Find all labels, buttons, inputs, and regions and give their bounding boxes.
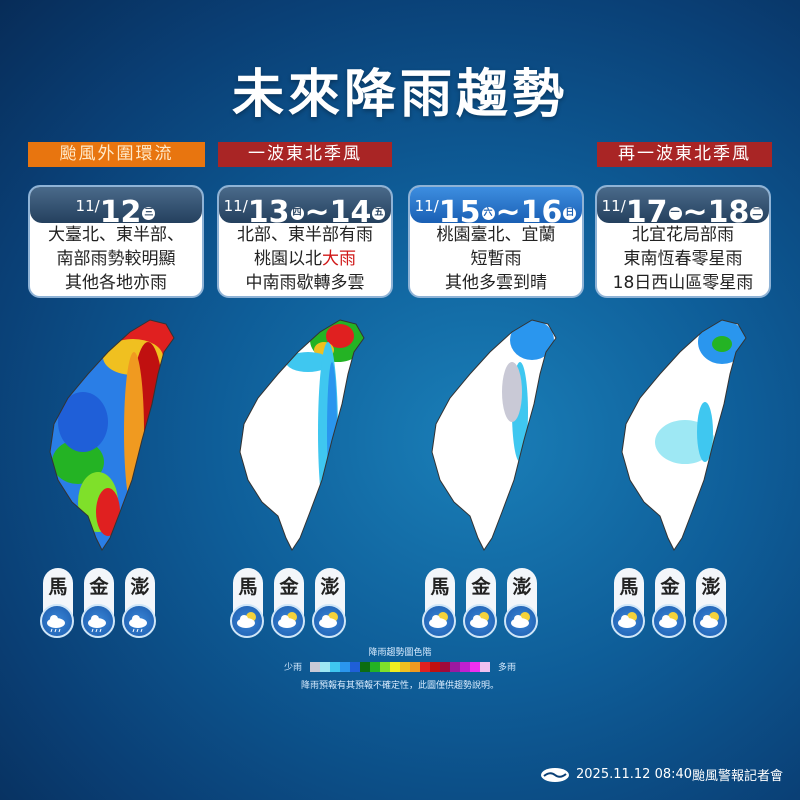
island-forecast: 馬 [422,568,456,640]
color-swatch [480,661,490,672]
forecast-line: 中南雨歇轉多雲 [245,273,365,293]
tag-another-northeast-monsoon: 再一波東北季風 [597,142,772,167]
partly-sunny-icon [504,604,538,638]
island-forecast: 金 [463,568,497,640]
legend-low-label: 少雨 [283,663,302,673]
color-swatch [420,661,430,672]
partly-sunny-icon [230,604,264,638]
color-swatch [460,661,470,672]
forecast-line: 18日西山區零星雨 [612,273,754,293]
footer-datetime: 2025.11.12 08:40 [576,767,693,782]
forecast-line: 北部、東半部有雨 [237,225,373,245]
legend-high-label: 多雨 [498,663,517,673]
page-title: 未來降雨趨勢 [231,65,568,125]
island-forecast: 金 [652,568,686,640]
forecast-line: 其他各地亦雨 [65,273,167,293]
partly-sunny-icon [422,604,456,638]
period-card-4: 11/17 一 ~18 二 北宜花局部雨 東南恆春零星雨 18日西山區零星雨 [595,185,771,298]
island-forecast: 金 [271,568,305,640]
partly-sunny-icon [652,604,686,638]
forecast-line: 桃園臺北、宜蘭 [436,225,556,245]
legend-scale: 少雨 多雨 [0,660,800,673]
tag-typhoon-circulation: 颱風外圍環流 [28,142,205,167]
color-swatch [360,661,370,672]
footer-event: 颱風警報記者會 [692,769,784,784]
color-swatch [390,661,400,672]
rainfall-map-1112 [49,319,175,551]
cloud-rain-icon [81,604,115,638]
rainfall-map-1117-1118 [621,319,747,551]
disclaimer-note: 降雨預報有其預報不確定性，此圖僅供趨勢說明。 [300,681,499,691]
color-swatch [320,661,330,672]
cwa-logo-icon [541,767,569,782]
island-forecast: 馬 [230,568,264,640]
partly-sunny-icon [312,604,346,638]
partly-sunny-icon [271,604,305,638]
island-forecast: 澎 [693,568,727,640]
island-forecast: 澎 [504,568,538,640]
island-forecast: 馬 [40,568,74,640]
tag-northeast-monsoon: 一波東北季風 [218,142,392,167]
forecast-line: 東南恆春零星雨 [623,249,743,269]
partly-sunny-icon [693,604,727,638]
color-swatch [340,661,350,672]
period-card-2: 11/13 四 ~14 五 北部、東半部有雨 桃園以北大雨 中南雨歇轉多雲 [217,185,393,298]
footer: 2025.11.12 08:40 颱風警報記者會 [540,765,783,784]
legend-title: 降雨趨勢圖色階 [368,648,432,658]
period-date: 11/17 一 ~18 二 [597,187,769,230]
partly-sunny-icon [611,604,645,638]
partly-sunny-icon [463,604,497,638]
color-swatch [330,661,340,672]
color-swatch [380,661,390,672]
period-card-3: 11/15 六 ~16 日 桃園臺北、宜蘭 短暫雨 其他多雲到晴 [408,185,584,298]
period-card-1: 11/12 三 大臺北、東半部、 南部雨勢較明顯 其他各地亦雨 [28,185,204,298]
color-swatch [310,661,320,672]
island-forecast: 澎 [312,568,346,640]
forecast-line: 桃園以北大雨 [254,249,356,269]
color-swatch [430,661,440,672]
island-forecast: 馬 [611,568,645,640]
color-swatch [370,661,380,672]
forecast-line: 大臺北、東半部、 [48,225,184,245]
period-date: 11/15 六 ~16 日 [410,187,582,230]
rainfall-map-1113-1114 [239,319,365,551]
forecast-line: 南部雨勢較明顯 [56,249,176,269]
cloud-rain-icon [40,604,74,638]
color-swatch [450,661,460,672]
period-date: 11/12 三 [30,187,202,230]
period-date: 11/13 四 ~14 五 [219,187,391,230]
color-swatch [470,661,480,672]
color-swatch [400,661,410,672]
forecast-line: 北宜花局部雨 [632,225,734,245]
rainfall-map-1115-1116 [431,319,557,551]
forecast-line: 其他多雲到晴 [445,273,547,293]
heavy-rain-highlight: 大雨 [322,249,356,269]
island-forecast: 金 [81,568,115,640]
color-swatch [440,661,450,672]
forecast-line: 短暫雨 [470,249,522,269]
cloud-rain-icon [122,604,156,638]
color-swatch [410,661,420,672]
color-swatch [350,661,360,672]
color-scale [310,661,490,672]
island-forecast: 澎 [122,568,156,640]
